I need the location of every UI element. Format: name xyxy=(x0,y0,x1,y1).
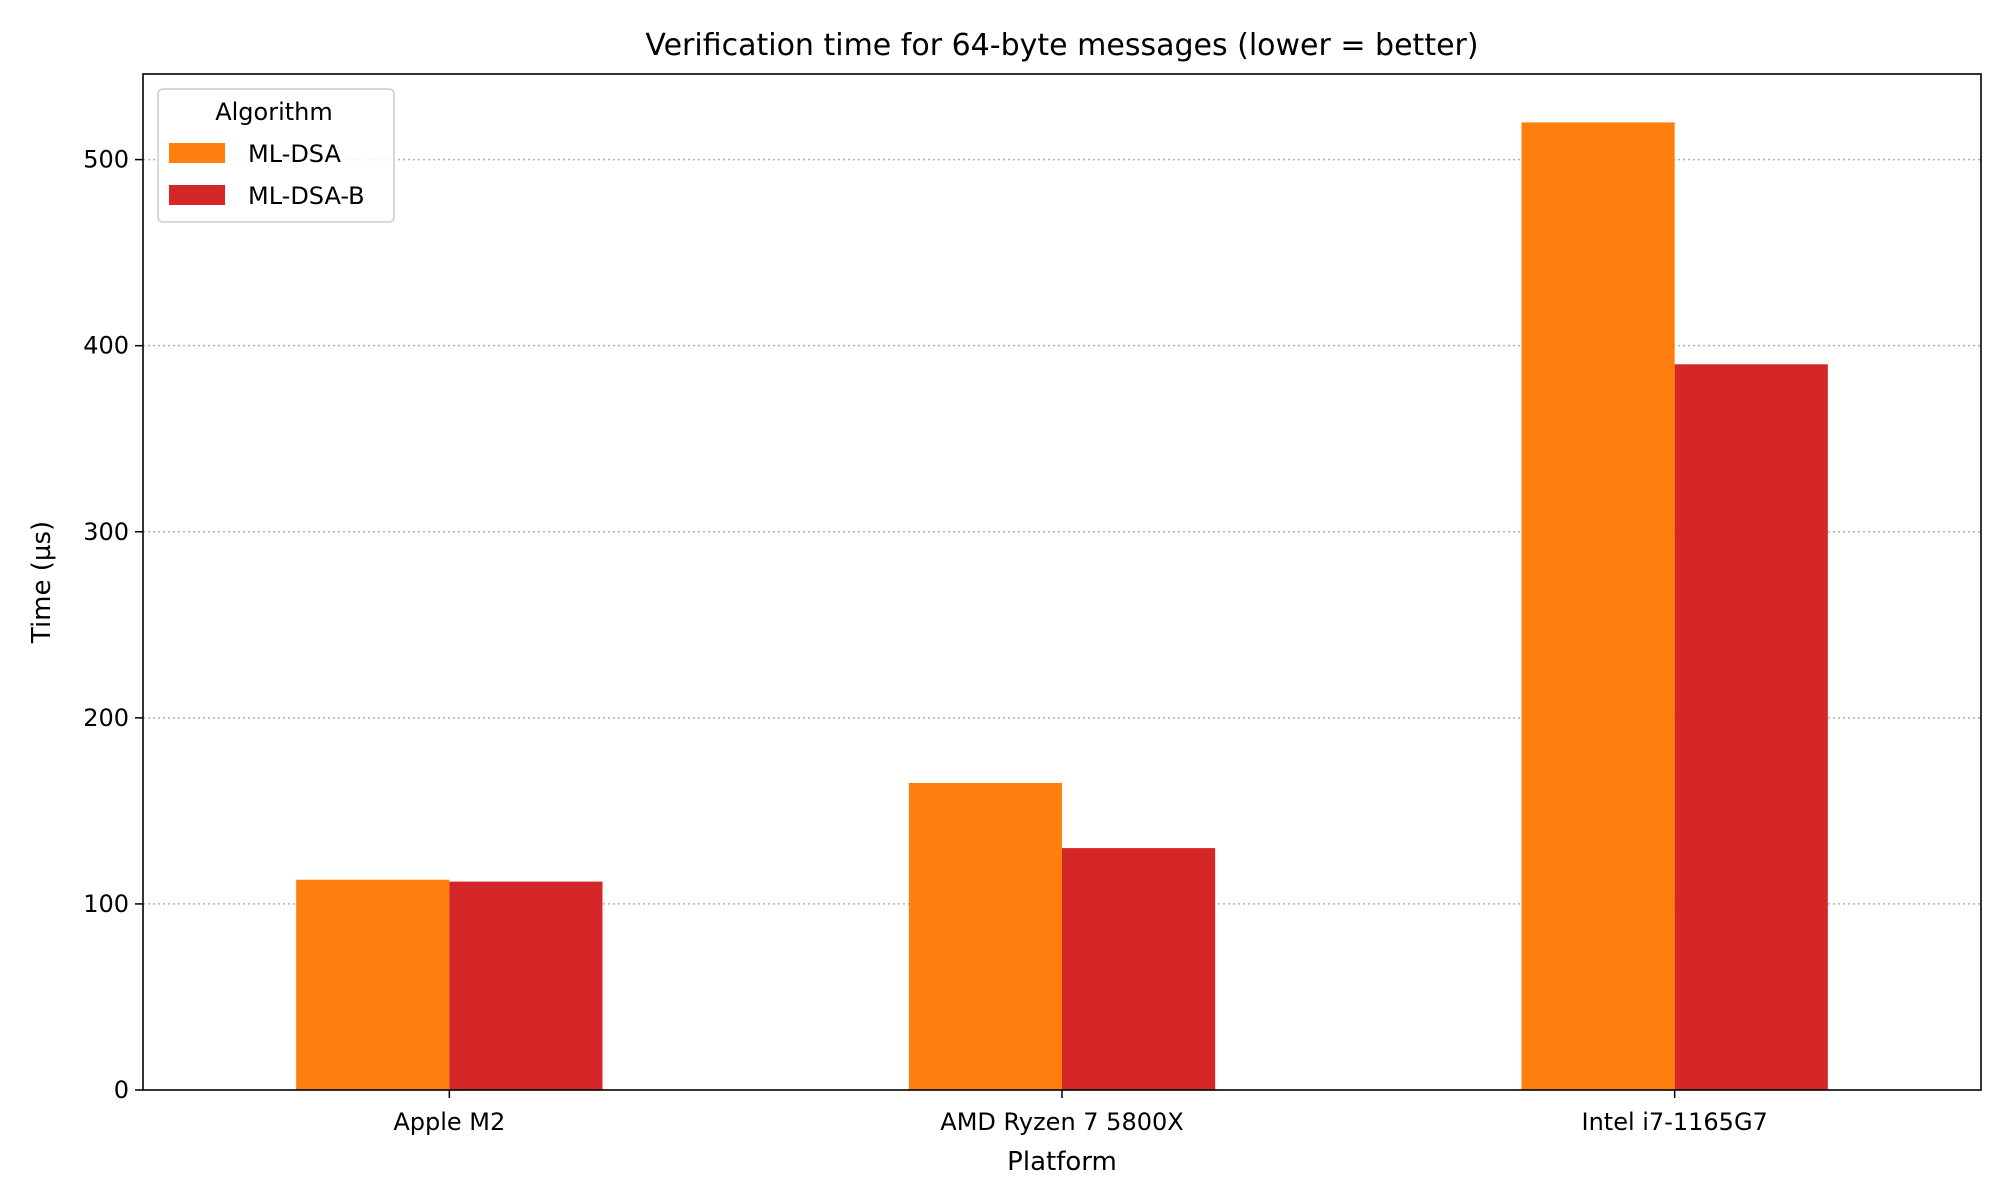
legend: Algorithm ML-DSA ML-DSA-B xyxy=(157,88,395,223)
bar-ml-dsa-1 xyxy=(296,879,450,1090)
x-axis-label: Platform xyxy=(1007,1147,1117,1177)
x-tick-label: Intel i7-1165G7 xyxy=(1582,1108,1768,1136)
y-tick-label: 0 xyxy=(114,1076,129,1104)
legend-title: Algorithm xyxy=(215,98,333,126)
chart-title: Verification time for 64-byte messages (… xyxy=(645,28,1478,63)
bar-ml-dsa-3 xyxy=(1521,122,1675,1090)
legend-swatch xyxy=(169,143,225,163)
legend-swatch xyxy=(169,185,225,205)
x-tick-label: Apple M2 xyxy=(393,1108,505,1136)
y-axis: 0 100 200 300 400 500 xyxy=(83,146,143,1104)
legend-label: ML-DSA xyxy=(248,140,341,168)
x-axis: Apple M2 AMD Ryzen 7 5800X Intel i7-1165G7 xyxy=(393,1090,1768,1136)
legend-label: ML-DSA-B xyxy=(248,182,365,210)
bar-ml-dsa-b-3 xyxy=(1674,364,1828,1090)
y-tick-label: 500 xyxy=(83,146,129,174)
y-tick-label: 200 xyxy=(83,704,129,732)
bar-ml-dsa-2 xyxy=(908,782,1062,1090)
bars-layer xyxy=(296,122,1828,1090)
y-tick-label: 300 xyxy=(83,518,129,546)
plot-area: 0 100 200 300 400 500 Apple M2 AMD Ryzen 7 580… xyxy=(83,73,1982,1136)
y-axis-label: Time (µs) xyxy=(27,521,57,644)
y-tick-label: 400 xyxy=(83,332,129,360)
x-tick-label: AMD Ryzen 7 5800X xyxy=(940,1108,1183,1136)
y-tick-label: 100 xyxy=(83,890,129,918)
bar-ml-dsa-b-1 xyxy=(449,881,603,1090)
bar-ml-dsa-b-2 xyxy=(1062,848,1216,1090)
legend-items: ML-DSA ML-DSA-B xyxy=(169,140,365,210)
